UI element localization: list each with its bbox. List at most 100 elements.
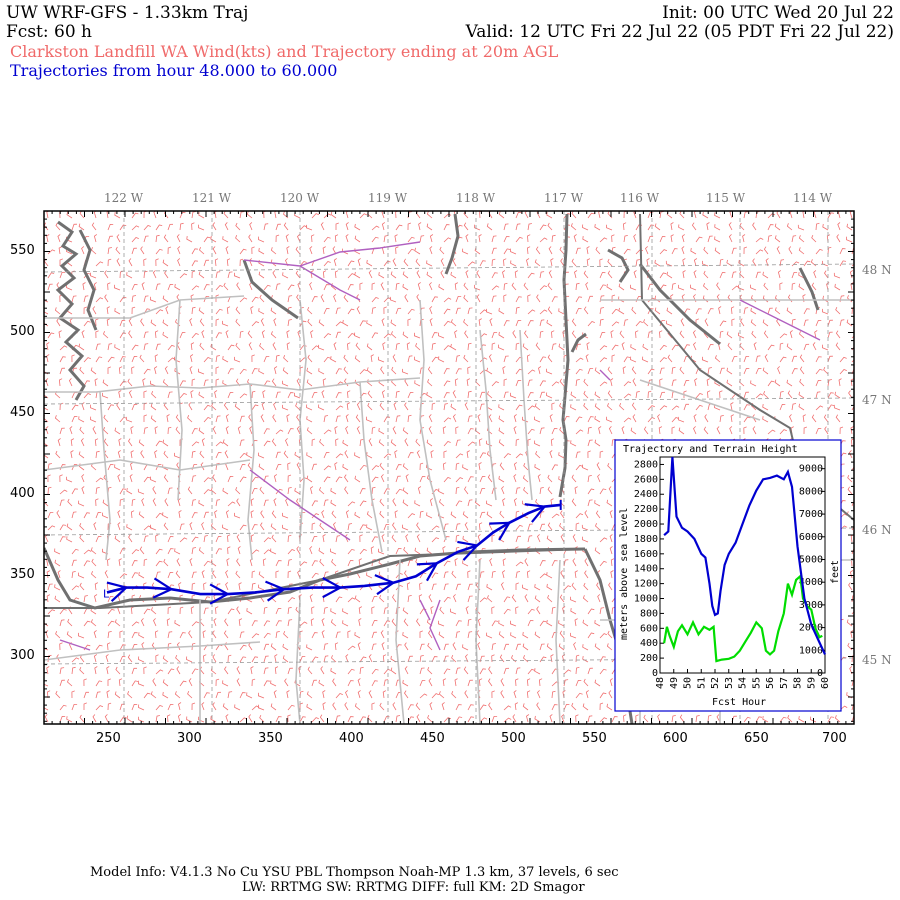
wind-barb — [106, 690, 110, 699]
wind-barb — [83, 678, 87, 687]
wind-barb — [539, 620, 547, 627]
wind-barb — [407, 236, 415, 243]
wind-barb — [143, 666, 147, 675]
wind-barb — [558, 308, 565, 315]
wind-barb — [803, 319, 809, 327]
wind-barb — [479, 357, 488, 363]
wind-barb — [225, 714, 229, 723]
wind-barb — [150, 319, 157, 327]
wind-barb — [498, 344, 505, 351]
inset-x-tick-label: 60 — [820, 677, 831, 689]
wind-barb — [750, 284, 757, 291]
wind-barb — [488, 354, 493, 363]
wind-barb — [575, 429, 584, 435]
wind-barb — [323, 284, 330, 291]
wind-barb — [343, 354, 349, 363]
wind-barb — [366, 572, 373, 579]
wind-barb — [815, 222, 820, 231]
wind-barb — [467, 704, 474, 711]
wind-barb — [186, 656, 193, 663]
wind-barb — [187, 415, 193, 423]
wind-barb — [287, 295, 293, 303]
wind-barb — [143, 414, 147, 422]
wind-barb — [486, 308, 493, 315]
wind-barb — [823, 414, 829, 423]
wind-barb — [610, 570, 614, 579]
wind-barb — [587, 667, 593, 675]
wind-barb — [657, 714, 661, 723]
wind-barb — [547, 306, 553, 315]
wind-barb — [498, 415, 505, 423]
wind-barb — [47, 474, 51, 483]
wind-barb — [407, 318, 411, 327]
wind-barb — [104, 570, 109, 579]
wind-barb — [810, 716, 817, 723]
inset-ticks: 48 49 50 51 52 53 54 55 56 57 58 59 6002004006008001… — [634, 459, 831, 689]
wind-barb — [371, 486, 376, 495]
wind-barb — [406, 342, 410, 351]
wind-barb — [310, 618, 314, 627]
wind-barb — [822, 295, 829, 303]
wind-barb — [392, 258, 397, 267]
wind-barb — [234, 512, 241, 519]
wind-barb — [371, 307, 376, 315]
wind-barb — [66, 284, 73, 291]
wind-barb — [236, 666, 241, 675]
wind-barb — [335, 222, 339, 230]
wind-barb — [191, 499, 197, 507]
wind-barb — [599, 345, 608, 351]
wind-barb — [239, 393, 248, 399]
wind-barb — [571, 582, 577, 591]
wind-barb — [131, 572, 138, 579]
wind-barb — [575, 296, 583, 303]
wind-barb — [510, 248, 517, 255]
wind-barb — [71, 295, 77, 303]
wind-barb — [287, 570, 292, 579]
wind-barb — [515, 379, 522, 387]
wind-barb — [419, 667, 425, 675]
wind-barb — [534, 440, 541, 447]
wind-barb — [94, 666, 98, 675]
wind-barb — [344, 450, 349, 459]
wind-barb — [262, 390, 266, 399]
wind-barb — [323, 333, 332, 339]
wind-barb — [546, 319, 553, 327]
wind-barb — [44, 407, 49, 411]
wind-barb — [427, 379, 433, 387]
wind-barb — [131, 366, 135, 375]
wind-barb — [419, 693, 428, 699]
wind-barb — [607, 403, 613, 411]
wind-barb — [846, 236, 853, 243]
wind-barb — [307, 306, 313, 315]
wind-barb — [538, 678, 543, 687]
inset-x-tick-label: 55 — [751, 677, 762, 689]
wind-barb — [455, 534, 460, 543]
wind-barb — [103, 426, 109, 435]
wind-barb — [479, 391, 485, 399]
wind-barb — [703, 246, 709, 255]
wind-barb — [455, 486, 460, 495]
wind-barb — [365, 416, 373, 423]
wind-barb — [167, 606, 172, 615]
wind-barb — [347, 501, 356, 507]
wind-barb — [645, 246, 649, 255]
wind-barb — [263, 223, 269, 231]
wind-barb — [503, 258, 507, 267]
wind-barb — [191, 702, 196, 711]
wind-barb — [379, 510, 385, 519]
wind-barb — [155, 224, 163, 231]
wind-barb — [527, 379, 533, 387]
wind-barb — [716, 714, 721, 723]
wind-barb — [383, 524, 390, 531]
wind-barb — [237, 426, 241, 435]
wind-barb — [275, 608, 282, 615]
wind-barb — [210, 343, 217, 351]
wind-barb — [235, 570, 241, 579]
wind-barb — [347, 342, 351, 351]
wind-barb — [455, 620, 462, 627]
wind-barb — [454, 558, 458, 567]
wind-barb — [391, 618, 397, 627]
wind-barb — [130, 462, 134, 471]
wind-barb — [513, 498, 518, 507]
wind-barb — [251, 404, 259, 411]
